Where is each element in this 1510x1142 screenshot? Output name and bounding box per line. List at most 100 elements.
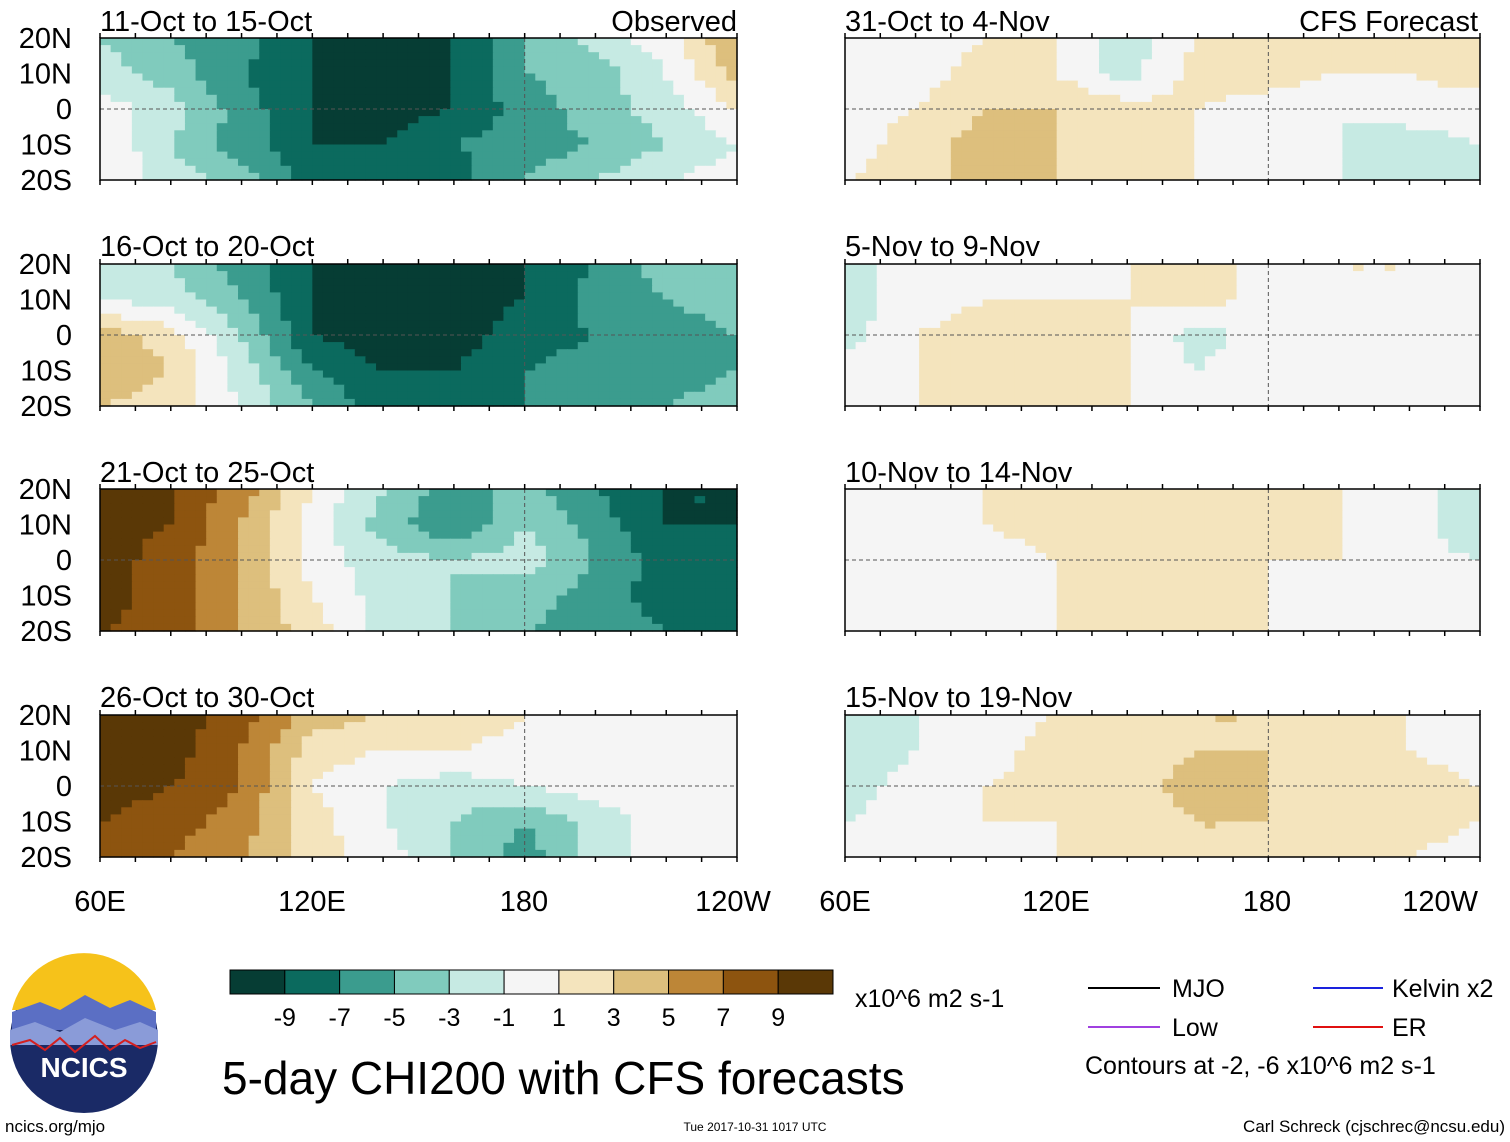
field-cell [131,778,144,787]
field-cell [397,116,409,124]
field-cell [301,722,313,730]
field-cell [471,327,483,336]
field-cell [216,736,228,744]
field-cell [206,292,218,301]
field-cell [110,722,122,730]
field-cell [248,574,260,582]
field-cell [216,574,228,582]
field-cell [598,313,611,322]
field-cell [556,313,568,322]
field-cell [259,172,271,181]
field-cell [376,313,388,322]
field-cell [110,574,122,582]
field-cell [110,165,122,174]
field-cell [248,384,260,393]
field-cell [715,278,727,286]
field-cell [259,510,271,518]
field-cell [397,52,409,60]
field-cell [662,510,674,518]
field-cell [206,398,218,407]
field-cell [301,489,313,497]
field-cell [598,821,611,830]
field-cell [439,123,451,131]
field-cell [322,335,335,343]
field-cell [100,545,112,554]
field-cell [376,285,388,293]
field-cell [312,722,324,730]
field-cell [386,144,398,153]
field-cell [216,264,228,272]
field-cell [174,66,186,75]
field-cell [280,531,292,540]
field-cell [195,384,207,393]
field-cell [439,503,451,511]
field-cell [503,38,515,46]
field-cell [641,821,653,830]
field-cell [110,538,122,547]
field-cell [630,377,643,386]
field-cell [588,807,600,815]
field-cell [195,616,207,625]
field-cell [588,45,600,53]
field-cell [545,835,558,844]
field-cell [418,545,430,554]
field-cell [588,38,600,46]
field-cell [630,517,643,526]
field-cell [131,807,144,815]
field-cell [514,552,526,561]
field-cell [333,800,345,808]
field-cell [450,165,462,174]
field-cell [673,567,685,575]
field-cell [322,531,335,540]
field-cell [514,560,526,568]
field-cell [333,517,345,526]
field-cell [567,750,579,759]
field-cell [110,729,122,737]
field-cell [439,574,451,582]
field-cell [184,609,197,618]
field-cell [269,531,282,540]
field-cell [227,821,239,830]
field-cell [673,835,685,844]
field-cell [705,384,717,393]
field-cell [588,377,600,386]
field-cell [365,560,377,568]
field-cell [577,52,589,60]
field-cell [482,271,494,279]
field-cell [641,722,653,730]
field-cell [259,835,271,844]
field-cell [153,552,165,561]
field-cell [418,588,430,597]
field-cell [673,821,685,830]
field-cell [662,172,674,181]
field-cell [439,835,451,844]
field-cell [174,786,186,794]
field-cell [269,342,282,350]
field-cell [567,736,579,744]
field-cell [683,320,696,329]
field-cell [545,398,558,407]
field-cell [110,80,122,89]
field-cell [238,306,250,315]
field-cell [588,503,600,511]
field-cell [291,588,303,597]
field-cell [407,116,420,124]
field-cell [705,764,717,773]
field-cell [450,151,462,160]
field-cell [248,116,260,124]
field-cell [641,574,653,582]
field-cell [131,538,144,547]
field-cell [715,327,727,336]
field-cell [673,292,685,301]
field-cell [567,764,579,773]
field-cell [503,306,515,315]
field-cell [450,764,462,773]
field-cell [301,771,313,780]
field-cell [344,271,356,279]
field-cell [450,778,462,787]
field-cell [110,349,122,357]
field-cell [630,736,643,744]
field-cell [439,828,451,837]
field-cell [418,595,430,604]
field-cell [269,793,282,801]
